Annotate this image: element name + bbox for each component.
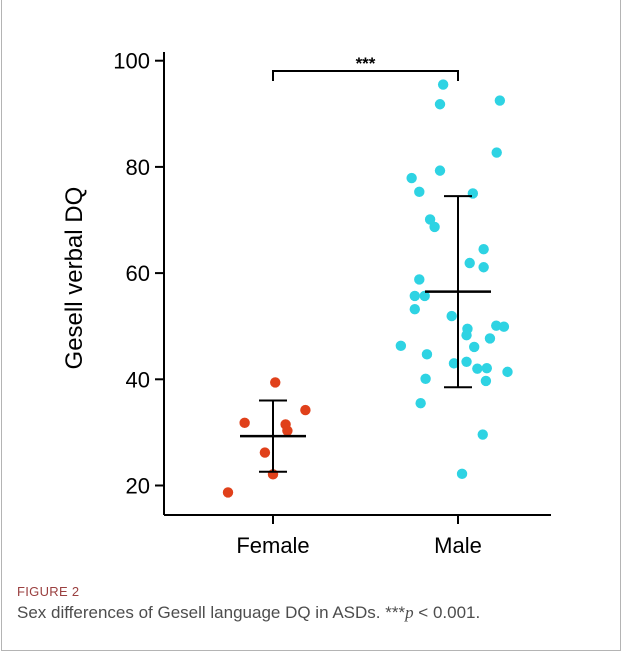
significance-label: *** xyxy=(356,54,376,73)
data-point-male xyxy=(485,333,495,343)
data-point-female xyxy=(282,426,292,436)
data-point-male xyxy=(396,341,406,351)
x-tick-label: Male xyxy=(434,533,482,558)
data-point-female xyxy=(223,487,233,497)
y-tick-label: 100 xyxy=(113,49,150,74)
data-point-male xyxy=(447,311,457,321)
data-point-female xyxy=(300,405,310,415)
data-point-male xyxy=(478,262,488,272)
y-tick-label: 80 xyxy=(126,155,150,180)
data-point-male xyxy=(461,357,471,367)
data-point-male xyxy=(482,363,492,373)
data-point-male xyxy=(414,274,424,284)
data-point-male xyxy=(478,244,488,254)
data-point-male xyxy=(478,429,488,439)
data-point-male xyxy=(438,79,448,89)
data-point-male xyxy=(435,165,445,175)
data-point-male xyxy=(415,398,425,408)
caption-p-value: p xyxy=(405,603,414,622)
data-point-male xyxy=(429,222,439,232)
figure-caption: Sex differences of Gesell language DQ in… xyxy=(17,603,480,623)
data-point-male xyxy=(499,322,509,332)
y-tick-label: 20 xyxy=(126,474,150,499)
data-point-female xyxy=(260,447,270,457)
data-point-male xyxy=(469,342,479,352)
data-point-male xyxy=(481,376,491,386)
caption-threshold: < 0.001. xyxy=(414,603,481,622)
data-point-male xyxy=(457,469,467,479)
figure-label: FIGURE 2 xyxy=(17,584,79,599)
scatter-chart: 20 40 60 80 100 Female Male Gesell verbal DQ *** xyxy=(0,0,623,575)
data-point-female xyxy=(239,418,249,428)
data-point-male xyxy=(420,374,430,384)
data-point-male xyxy=(406,173,416,183)
y-tick-label: 60 xyxy=(126,261,150,286)
data-point-male xyxy=(410,291,420,301)
data-point-male xyxy=(495,95,505,105)
caption-text: Sex differences of Gesell language DQ in… xyxy=(17,603,405,622)
data-point-male xyxy=(472,363,482,373)
data-point-male xyxy=(502,367,512,377)
data-point-female xyxy=(270,377,280,387)
data-point-male xyxy=(422,349,432,359)
data-point-male xyxy=(414,187,424,197)
data-point-male xyxy=(492,147,502,157)
data-point-male xyxy=(410,304,420,314)
x-tick-label: Female xyxy=(236,533,309,558)
data-point-male xyxy=(435,99,445,109)
data-point-male xyxy=(461,330,471,340)
data-point-male xyxy=(465,258,475,268)
y-axis-title: Gesell verbal DQ xyxy=(61,187,88,370)
y-tick-label: 40 xyxy=(126,367,150,392)
